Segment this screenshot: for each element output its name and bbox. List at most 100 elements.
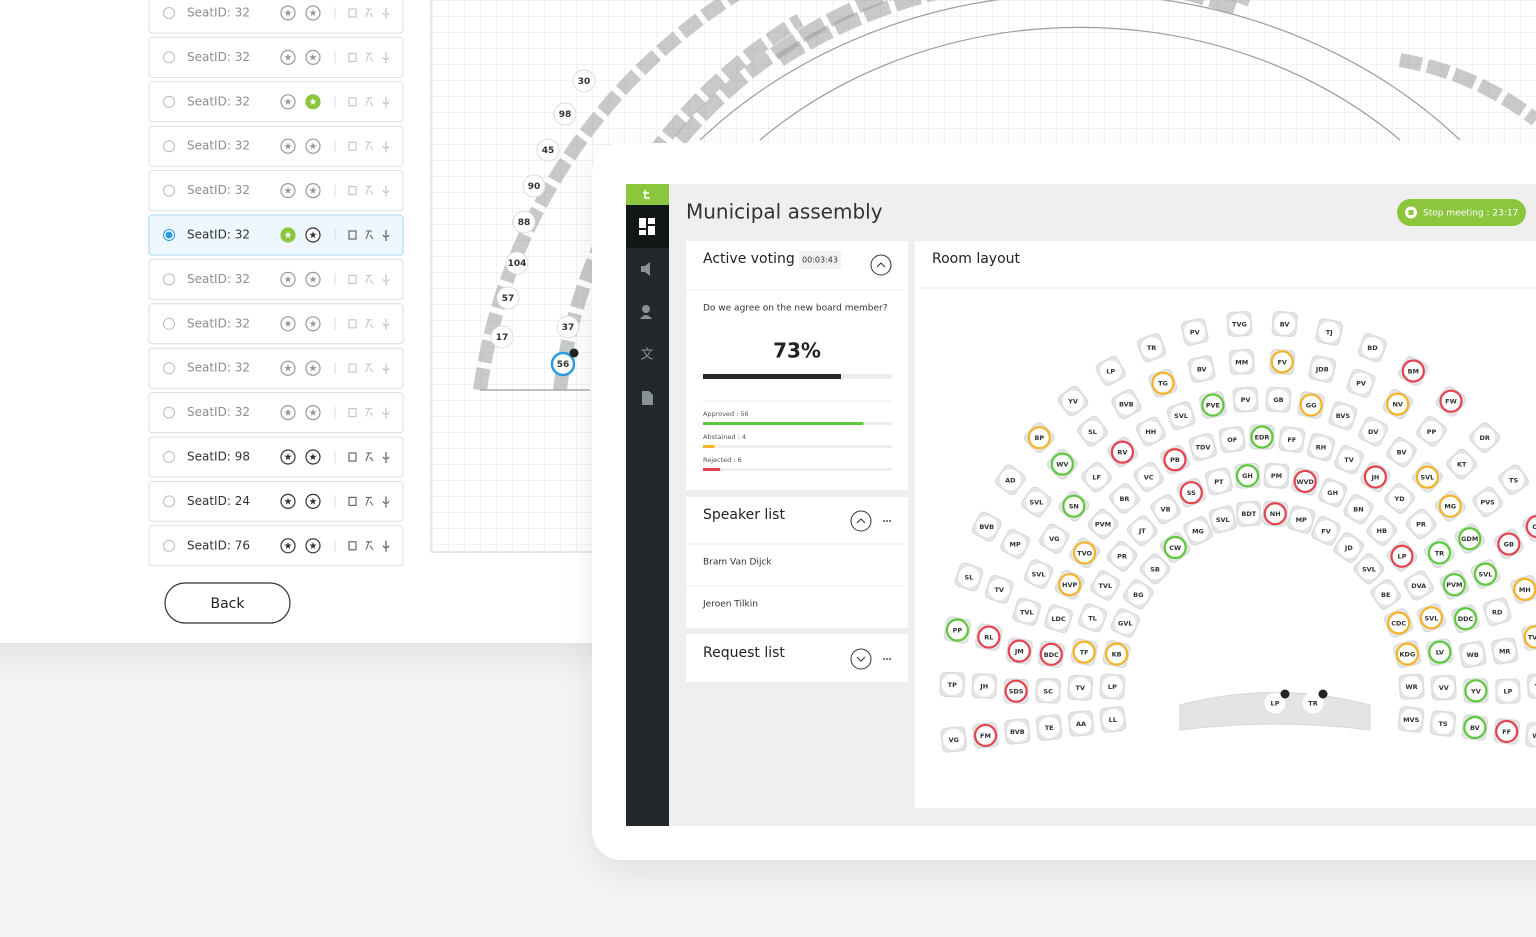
seat-label: TE <box>1045 724 1054 732</box>
seat-row[interactable] <box>148 436 404 478</box>
nav-document[interactable] <box>642 391 653 405</box>
seat-label: YD <box>1394 495 1406 503</box>
seat-label: SeatID: 32 <box>187 228 250 242</box>
seat-badge <box>1350 372 1372 394</box>
seat-badge <box>1047 608 1069 630</box>
plan-seat[interactable] <box>522 174 546 198</box>
star-icon <box>309 453 317 461</box>
star-icon <box>309 497 317 505</box>
seat-label: TF <box>1080 649 1089 657</box>
seat-badge <box>1462 643 1484 665</box>
seat-label: SL <box>1088 428 1097 436</box>
speaker-collapse[interactable] <box>850 510 872 532</box>
star-icon <box>284 542 292 549</box>
seat-badge <box>1114 612 1136 634</box>
plan-seat[interactable] <box>496 286 520 310</box>
seat-label: SC <box>1043 687 1053 695</box>
seat-badge <box>1187 520 1209 542</box>
speaker-more[interactable] <box>883 520 891 522</box>
collapse-button[interactable] <box>870 254 892 276</box>
seat-row[interactable] <box>148 525 404 567</box>
seat-list: SeatID: 32 SeatID: 32 SeatID: 32 SeatID: 32… <box>148 0 404 567</box>
request-more[interactable] <box>883 658 891 660</box>
seat-badge <box>1473 562 1498 586</box>
plan-seat[interactable] <box>536 138 560 162</box>
seat-label: SVL <box>1216 516 1230 524</box>
seat-row[interactable] <box>148 170 404 212</box>
seat-label: PT <box>1214 478 1224 486</box>
icon-screen <box>348 97 357 107</box>
seat-badge <box>1072 640 1096 664</box>
seat-label: SL <box>965 573 974 581</box>
back-button[interactable] <box>164 582 291 624</box>
plan-seat-label: 98 <box>559 110 572 120</box>
seat-badge <box>1371 520 1393 542</box>
nav-dashboard[interactable] <box>626 205 669 248</box>
seat-label: TV <box>1344 456 1353 464</box>
seat-badge <box>1184 321 1206 343</box>
seat-row[interactable] <box>148 36 404 78</box>
podium-seat <box>1302 692 1324 714</box>
icon-screen <box>348 8 357 18</box>
seat-row[interactable] <box>148 214 404 256</box>
plan-seat[interactable] <box>553 102 577 126</box>
voting-timer: 00:03:43 <box>802 256 838 265</box>
seat-badge <box>1474 427 1496 449</box>
star-icon <box>309 408 317 416</box>
radio <box>163 184 175 197</box>
seat-badge <box>1004 533 1026 555</box>
seat-badge <box>1389 488 1411 510</box>
request-expand[interactable] <box>850 648 872 670</box>
seat-label: GH <box>1327 489 1338 497</box>
seat-label: NV <box>1392 401 1402 409</box>
seat-badge <box>1058 573 1082 597</box>
seat-badge <box>1477 491 1499 513</box>
seat-label: GVL <box>1118 619 1133 627</box>
seat-badge <box>1358 558 1380 580</box>
nav-speaker[interactable] <box>642 305 650 313</box>
seat-row[interactable] <box>148 392 404 434</box>
nav-translate[interactable]: 文 <box>640 348 653 363</box>
seat-row[interactable] <box>148 81 404 123</box>
voting-panel <box>686 241 908 490</box>
logo-icon <box>643 190 650 199</box>
seat-label: GG <box>1306 402 1317 410</box>
plan-seat[interactable] <box>512 210 536 234</box>
request-title: Request list <box>703 645 785 661</box>
seat-label: LL <box>1109 716 1117 724</box>
plan-seat[interactable] <box>550 351 576 377</box>
plan-seat[interactable] <box>556 315 580 339</box>
seat-badge <box>1513 577 1536 601</box>
plan-seat[interactable] <box>490 325 514 349</box>
stop-button[interactable] <box>1397 199 1526 226</box>
seat-badge <box>1293 469 1317 494</box>
plan-seat[interactable] <box>572 69 596 93</box>
seat-label: SeatID: 32 <box>187 50 250 64</box>
seat-badge <box>1395 642 1420 666</box>
seat-badge <box>976 516 998 538</box>
seat-label: BV <box>1470 724 1480 732</box>
seat-row[interactable] <box>148 0 404 34</box>
seat-badge <box>1497 532 1521 556</box>
dashboard-icon <box>639 218 655 235</box>
icon-mic <box>382 540 390 552</box>
icon-mic <box>382 274 390 286</box>
icon-screen <box>348 230 357 240</box>
result-bar <box>703 468 721 471</box>
nav-audio[interactable] <box>641 262 650 276</box>
plan-seat[interactable] <box>505 251 529 275</box>
seat-badge <box>1290 509 1312 531</box>
icon-screen <box>348 408 357 418</box>
star-icon <box>309 320 317 327</box>
seat-badge <box>1151 371 1175 395</box>
radio-dot <box>165 231 173 239</box>
seat-row[interactable] <box>148 303 404 345</box>
seat-row[interactable] <box>148 258 404 300</box>
seat-badge <box>988 578 1010 600</box>
seat-label: LP <box>1398 553 1407 561</box>
seat-row[interactable] <box>148 480 404 522</box>
seat-row[interactable] <box>148 125 404 167</box>
seat-row[interactable] <box>148 347 404 389</box>
seat-label: VB <box>1161 506 1171 514</box>
icon-screen <box>348 186 357 196</box>
